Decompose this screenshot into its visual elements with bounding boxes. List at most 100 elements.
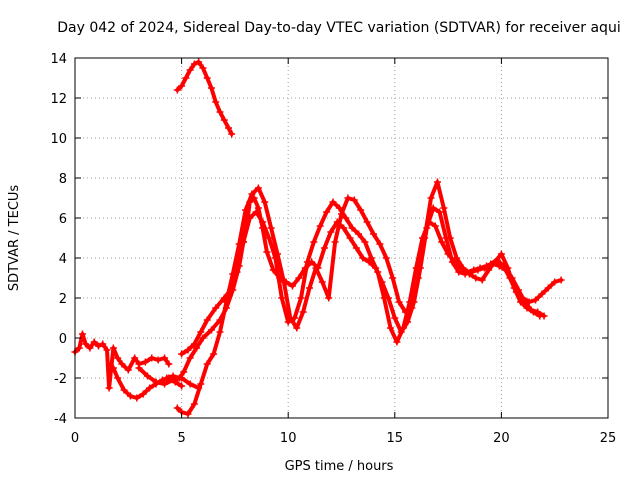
data-point [303, 258, 311, 266]
data-point [382, 254, 390, 262]
data-point [175, 374, 183, 382]
data-point [459, 264, 467, 272]
data-point [340, 224, 348, 232]
data-point [295, 274, 303, 282]
data-point [482, 262, 490, 270]
data-point [90, 338, 98, 346]
data-point [263, 248, 271, 256]
data-point [203, 74, 211, 82]
data-point [374, 268, 382, 276]
data-point [103, 346, 111, 354]
data-point [348, 224, 356, 232]
data-point [114, 354, 122, 362]
data-point [148, 354, 156, 362]
series-rise-b [178, 198, 548, 358]
data-point [173, 404, 181, 412]
data-point [178, 350, 186, 358]
data-point [182, 74, 190, 82]
data-point [436, 208, 444, 216]
data-point [444, 250, 452, 258]
data-point [246, 214, 254, 222]
data-point [393, 338, 401, 346]
data-point [154, 356, 162, 364]
y-tick-label: 8 [59, 172, 67, 187]
chart-title: Day 042 of 2024, Sidereal Day-to-day VTE… [57, 20, 620, 36]
data-point [82, 340, 90, 348]
data-point [529, 308, 537, 316]
data-point [248, 190, 256, 198]
data-point [186, 354, 194, 362]
data-point [190, 340, 198, 348]
data-point [186, 66, 194, 74]
data-point [261, 198, 269, 206]
data-point [180, 368, 188, 376]
data-point [380, 294, 388, 302]
data-point [338, 210, 345, 218]
data-point [152, 378, 160, 386]
data-point [455, 268, 463, 276]
data-point [342, 214, 350, 222]
plot-frame [74, 57, 609, 419]
data-point [433, 178, 441, 186]
data-point [184, 346, 192, 354]
data-point [133, 394, 141, 402]
data-point [169, 372, 177, 380]
data-point [280, 278, 288, 286]
data-point [491, 258, 499, 266]
series-line [175, 180, 542, 416]
data-point [265, 234, 273, 242]
data-point [453, 254, 461, 262]
data-point [510, 284, 518, 292]
data-point [367, 254, 375, 262]
data-point [120, 386, 128, 394]
data-point [361, 238, 369, 246]
data-point [310, 238, 318, 246]
data-point [306, 284, 314, 292]
data-point [186, 380, 194, 388]
series-morning-peak [173, 58, 236, 138]
x-tick-label: 15 [387, 431, 404, 446]
y-tick-label: 6 [59, 212, 67, 227]
data-point [114, 374, 122, 382]
data-point [195, 58, 203, 66]
data-point [325, 294, 333, 302]
data-point [470, 266, 478, 274]
data-point [207, 84, 215, 92]
data-point [252, 208, 260, 216]
data-point [143, 372, 151, 380]
data-point [331, 238, 339, 246]
data-point [235, 240, 243, 248]
data-point [210, 350, 218, 358]
data-point [544, 284, 552, 292]
data-point [536, 312, 544, 320]
data-point [346, 234, 354, 242]
data-point [440, 204, 448, 212]
y-tick-label: 12 [50, 92, 67, 107]
data-point [299, 308, 307, 316]
data-point [504, 264, 512, 272]
y-tick-label: -2 [54, 372, 67, 387]
x-tick-label: 5 [177, 431, 185, 446]
data-point [532, 296, 540, 304]
data-point [318, 278, 326, 286]
data-point [350, 196, 358, 204]
data-point [216, 108, 224, 116]
data-point [376, 240, 384, 248]
data-point [293, 324, 301, 332]
data-point [141, 358, 149, 366]
data-point [431, 222, 439, 230]
data-point [212, 98, 220, 106]
data-point [203, 360, 211, 368]
data-point [286, 314, 294, 322]
data-point [389, 274, 397, 282]
data-point [254, 184, 262, 192]
data-point [161, 354, 169, 362]
data-point [323, 208, 331, 216]
data-point [557, 276, 565, 284]
data-point [135, 364, 143, 372]
data-point [427, 194, 435, 202]
data-point [478, 276, 486, 284]
data-point [118, 360, 126, 368]
data-point [387, 324, 395, 332]
